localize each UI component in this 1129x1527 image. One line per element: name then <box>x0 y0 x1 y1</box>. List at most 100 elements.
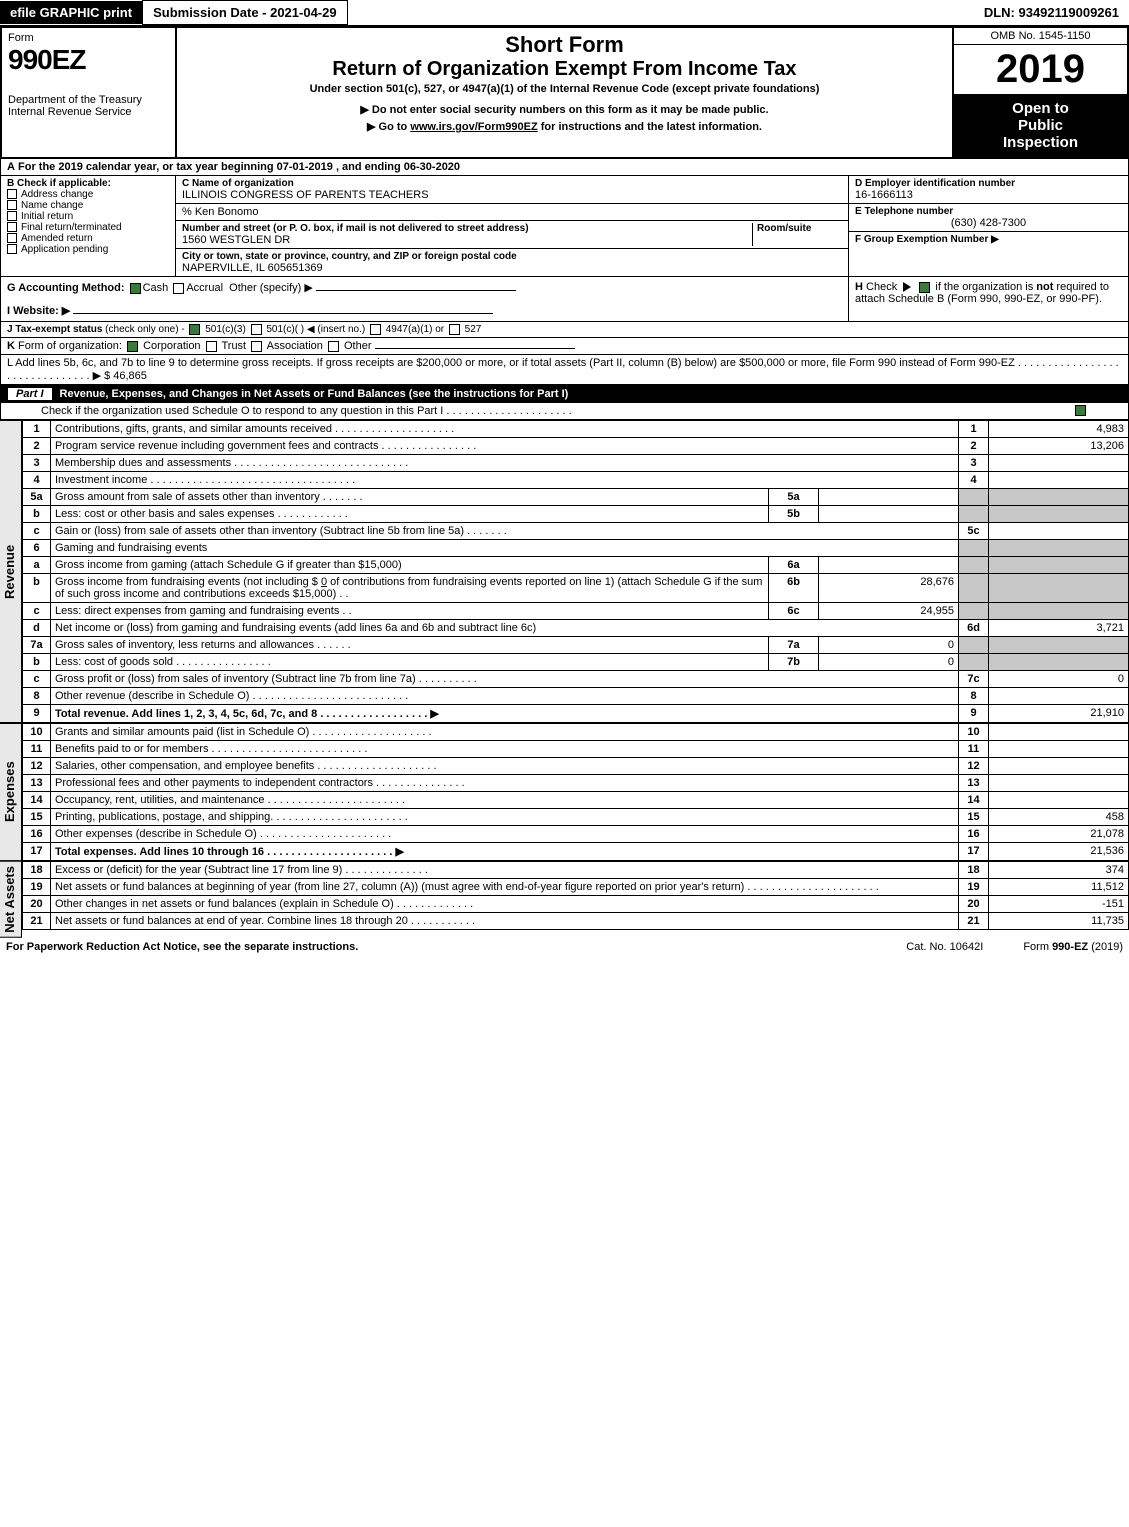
goto-link[interactable]: www.irs.gov/Form990EZ <box>410 121 537 133</box>
table-row: cLess: direct expenses from gaming and f… <box>23 603 1129 620</box>
open-line1: Open to <box>958 100 1123 117</box>
checkbox-h-icon[interactable] <box>919 282 930 293</box>
line-num: 18 <box>23 862 51 879</box>
section-b: B Check if applicable: Address change Na… <box>1 176 176 276</box>
k-other-input[interactable] <box>375 348 575 349</box>
line-ref: 3 <box>959 455 989 472</box>
checkbox-icon[interactable] <box>7 233 17 243</box>
line-desc: Net assets or fund balances at end of ye… <box>51 913 959 930</box>
table-row: 11Benefits paid to or for members . . . … <box>23 741 1129 758</box>
expenses-side-label: Expenses <box>0 723 22 861</box>
sub-ref: 5a <box>769 489 819 506</box>
checkbox-parti-icon[interactable] <box>1075 405 1086 416</box>
org-name-label: C Name of organization <box>182 178 842 189</box>
line-num: 17 <box>23 843 51 861</box>
checkbox-icon[interactable] <box>7 222 17 232</box>
line-val: 21,536 <box>989 843 1129 861</box>
table-row: 4Investment income . . . . . . . . . . .… <box>23 472 1129 489</box>
chk-name-change[interactable]: Name change <box>7 200 169 211</box>
line-num: 2 <box>23 438 51 455</box>
part-i-header: Part I Revenue, Expenses, and Changes in… <box>0 385 1129 403</box>
revenue-section: Revenue 1Contributions, gifts, grants, a… <box>0 420 1129 723</box>
sub-ref: 6a <box>769 557 819 574</box>
page-footer: For Paperwork Reduction Act Notice, see … <box>0 938 1129 956</box>
website-input[interactable] <box>73 313 493 314</box>
table-row: 1Contributions, gifts, grants, and simil… <box>23 421 1129 438</box>
part-i-title: Revenue, Expenses, and Changes in Net As… <box>60 388 569 400</box>
return-title: Return of Organization Exempt From Incom… <box>185 58 944 81</box>
footer-catno: Cat. No. 10642I <box>906 941 983 953</box>
table-row: cGain or (loss) from sale of assets othe… <box>23 523 1129 540</box>
table-row: bLess: cost or other basis and sales exp… <box>23 506 1129 523</box>
efile-print-button[interactable]: efile GRAPHIC print <box>0 1 142 24</box>
checkbox-trust-icon[interactable] <box>206 341 217 352</box>
checkbox-501c3-icon[interactable] <box>189 324 200 335</box>
section-h: H Check if the organization is not requi… <box>848 277 1128 321</box>
checkbox-corp-icon[interactable] <box>127 341 138 352</box>
line-desc: Total revenue. Add lines 1, 2, 3, 4, 5c,… <box>51 705 959 723</box>
table-row: 10Grants and similar amounts paid (list … <box>23 724 1129 741</box>
line-desc: Other changes in net assets or fund bala… <box>51 896 959 913</box>
checkbox-527-icon[interactable] <box>449 324 460 335</box>
line-desc: Benefits paid to or for members . . . . … <box>51 741 959 758</box>
goto-pre: ▶ Go to <box>367 121 410 133</box>
line-num: a <box>23 557 51 574</box>
dept-treasury: Department of the Treasury <box>8 94 169 106</box>
netassets-section: Net Assets 18Excess or (deficit) for the… <box>0 861 1129 938</box>
chk-amended-return[interactable]: Amended return <box>7 233 169 244</box>
line-ref: 1 <box>959 421 989 438</box>
chk-final-return[interactable]: Final return/terminated <box>7 222 169 233</box>
checkbox-icon[interactable] <box>7 200 17 210</box>
line-num: 1 <box>23 421 51 438</box>
checkbox-cash-icon[interactable] <box>130 283 141 294</box>
table-row: bGross income from fundraising events (n… <box>23 574 1129 603</box>
line-desc: Gain or (loss) from sale of assets other… <box>51 523 959 540</box>
chk-initial-return[interactable]: Initial return <box>7 211 169 222</box>
submission-date-label: Submission Date - 2021-04-29 <box>142 0 348 25</box>
checkbox-icon[interactable] <box>7 189 17 199</box>
table-row: 17Total expenses. Add lines 10 through 1… <box>23 843 1129 861</box>
section-g: G Accounting Method: Cash Accrual Other … <box>1 277 848 321</box>
revenue-side-label: Revenue <box>0 420 22 723</box>
chk-application-pending[interactable]: Application pending <box>7 244 169 255</box>
table-row: 14Occupancy, rent, utilities, and mainte… <box>23 792 1129 809</box>
chk-address-change[interactable]: Address change <box>7 189 169 200</box>
line-ref: 13 <box>959 775 989 792</box>
grey-cell <box>959 506 989 523</box>
g-accrual: Accrual <box>186 282 223 294</box>
line-val: 13,206 <box>989 438 1129 455</box>
footer-formref: Form 990-EZ (2019) <box>1023 941 1123 953</box>
line-num: 15 <box>23 809 51 826</box>
line-desc: Contributions, gifts, grants, and simila… <box>51 421 959 438</box>
phone-value: (630) 428-7300 <box>855 217 1122 229</box>
line-num: 13 <box>23 775 51 792</box>
expenses-table: 10Grants and similar amounts paid (list … <box>22 723 1129 861</box>
table-row: 16Other expenses (describe in Schedule O… <box>23 826 1129 843</box>
checkbox-assoc-icon[interactable] <box>251 341 262 352</box>
line-a-text: For the 2019 calendar year, or tax year … <box>18 161 460 173</box>
table-row: 3Membership dues and assessments . . . .… <box>23 455 1129 472</box>
g-other-input[interactable] <box>316 290 516 291</box>
grey-cell <box>989 506 1129 523</box>
checkbox-icon[interactable] <box>7 244 17 254</box>
d1: Gross income from fundraising events (no… <box>55 576 321 588</box>
checkbox-icon[interactable] <box>7 211 17 221</box>
line-desc: Net income or (loss) from gaming and fun… <box>51 620 959 637</box>
section-e: E Telephone number (630) 428-7300 <box>849 204 1128 232</box>
table-row: 19Net assets or fund balances at beginni… <box>23 879 1129 896</box>
grey-cell <box>959 489 989 506</box>
line-ref: 19 <box>959 879 989 896</box>
chk-label: Amended return <box>21 233 93 244</box>
section-j: J Tax-exempt status (check only one) - 5… <box>0 322 1129 338</box>
org-name-row: C Name of organization ILLINOIS CONGRESS… <box>176 176 848 204</box>
checkbox-accrual-icon[interactable] <box>173 283 184 294</box>
line-num: 10 <box>23 724 51 741</box>
section-def: D Employer identification number 16-1666… <box>848 176 1128 276</box>
line-val <box>989 758 1129 775</box>
checkbox-4947-icon[interactable] <box>370 324 381 335</box>
checkbox-other-icon[interactable] <box>328 341 339 352</box>
dln-label: DLN: 93492119009261 <box>974 1 1129 24</box>
i-label: I Website: ▶ <box>7 305 70 317</box>
checkbox-501c-icon[interactable] <box>251 324 262 335</box>
sub-val: 24,955 <box>819 603 959 620</box>
